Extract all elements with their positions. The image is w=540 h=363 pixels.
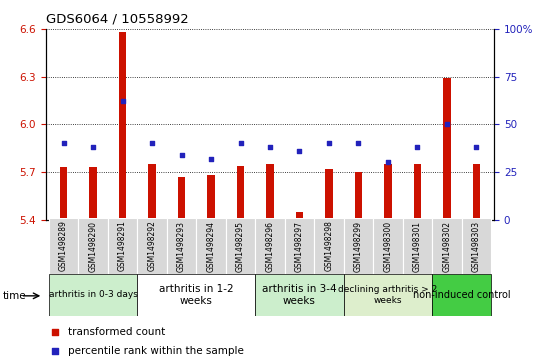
Point bbox=[295, 148, 304, 154]
Bar bbox=[237, 166, 244, 220]
Text: GSM1498289: GSM1498289 bbox=[59, 221, 68, 272]
Bar bbox=[137, 274, 255, 316]
Bar bbox=[296, 212, 303, 220]
Bar bbox=[432, 218, 462, 274]
Text: GSM1498294: GSM1498294 bbox=[206, 221, 215, 272]
Text: GDS6064 / 10558992: GDS6064 / 10558992 bbox=[46, 13, 188, 26]
Text: percentile rank within the sample: percentile rank within the sample bbox=[68, 346, 244, 356]
Text: GSM1498303: GSM1498303 bbox=[472, 221, 481, 272]
Bar bbox=[384, 164, 391, 220]
Point bbox=[51, 348, 59, 354]
Text: arthritis in 0-3 days: arthritis in 0-3 days bbox=[49, 290, 138, 299]
Bar bbox=[344, 274, 432, 316]
Bar bbox=[344, 218, 373, 274]
Point bbox=[266, 144, 274, 150]
Text: GSM1498291: GSM1498291 bbox=[118, 221, 127, 272]
Text: GSM1498290: GSM1498290 bbox=[89, 221, 98, 272]
Bar bbox=[432, 274, 491, 316]
Point bbox=[51, 329, 59, 335]
Bar bbox=[90, 167, 97, 220]
Bar bbox=[119, 32, 126, 220]
Text: arthritis in 3-4
weeks: arthritis in 3-4 weeks bbox=[262, 284, 337, 306]
Bar bbox=[255, 274, 344, 316]
Point bbox=[89, 144, 97, 150]
Text: transformed count: transformed count bbox=[68, 327, 166, 337]
Text: GSM1498292: GSM1498292 bbox=[147, 221, 157, 272]
Bar bbox=[285, 218, 314, 274]
Bar bbox=[148, 164, 156, 220]
Bar bbox=[472, 164, 480, 220]
Bar bbox=[137, 218, 167, 274]
Point bbox=[443, 121, 451, 127]
Point bbox=[207, 156, 215, 162]
Text: declining arthritis > 2
weeks: declining arthritis > 2 weeks bbox=[339, 285, 437, 305]
Text: GSM1498298: GSM1498298 bbox=[325, 221, 334, 272]
Bar bbox=[314, 218, 344, 274]
Bar bbox=[49, 218, 78, 274]
Bar bbox=[255, 218, 285, 274]
Text: GSM1498301: GSM1498301 bbox=[413, 221, 422, 272]
Text: GSM1498296: GSM1498296 bbox=[266, 221, 274, 272]
Text: GSM1498295: GSM1498295 bbox=[236, 221, 245, 272]
Bar bbox=[355, 172, 362, 220]
Text: GSM1498302: GSM1498302 bbox=[442, 221, 451, 272]
Point bbox=[383, 159, 392, 165]
Bar bbox=[196, 218, 226, 274]
Point bbox=[354, 140, 363, 146]
Bar bbox=[403, 218, 432, 274]
Point bbox=[325, 140, 333, 146]
Bar bbox=[167, 218, 196, 274]
Text: non-induced control: non-induced control bbox=[413, 290, 510, 300]
Text: GSM1498299: GSM1498299 bbox=[354, 221, 363, 272]
Bar bbox=[373, 218, 403, 274]
Point bbox=[148, 140, 157, 146]
Bar bbox=[108, 218, 137, 274]
Bar bbox=[266, 164, 274, 220]
Bar bbox=[49, 274, 137, 316]
Bar bbox=[462, 218, 491, 274]
Bar bbox=[178, 177, 185, 220]
Point bbox=[59, 140, 68, 146]
Bar bbox=[207, 175, 215, 220]
Point bbox=[118, 98, 127, 104]
Text: arthritis in 1-2
weeks: arthritis in 1-2 weeks bbox=[159, 284, 234, 306]
Point bbox=[236, 140, 245, 146]
Text: GSM1498300: GSM1498300 bbox=[383, 221, 393, 272]
Bar bbox=[325, 169, 333, 220]
Point bbox=[472, 144, 481, 150]
Bar bbox=[443, 78, 450, 220]
Text: GSM1498297: GSM1498297 bbox=[295, 221, 304, 272]
Text: time: time bbox=[3, 291, 26, 301]
Point bbox=[177, 152, 186, 158]
Bar bbox=[226, 218, 255, 274]
Bar bbox=[78, 218, 108, 274]
Bar bbox=[414, 164, 421, 220]
Point bbox=[413, 144, 422, 150]
Text: GSM1498293: GSM1498293 bbox=[177, 221, 186, 272]
Bar bbox=[60, 167, 68, 220]
